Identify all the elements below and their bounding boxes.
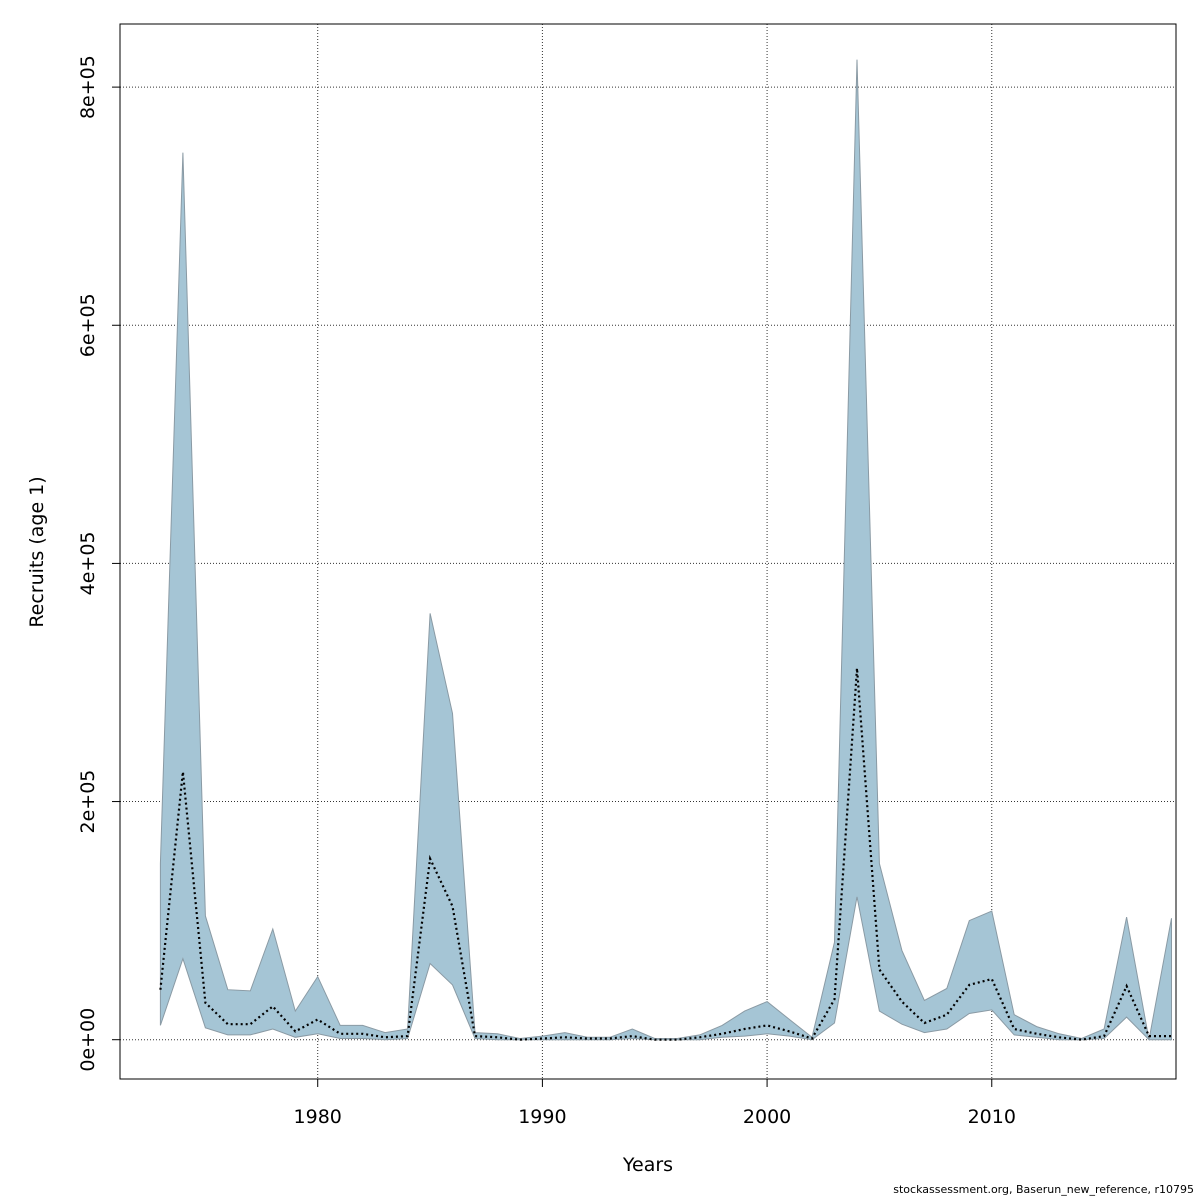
- x-tick-label: 2010: [968, 1106, 1016, 1128]
- grid-lines: [120, 24, 1176, 1079]
- y-tick-label: 8e+05: [77, 55, 99, 119]
- confidence-band-layer: [159, 59, 1172, 1041]
- plot-frame: [119, 23, 1177, 1080]
- y-tick-label: 2e+05: [77, 770, 99, 834]
- footer-credit: stockassessment.org, Baserun_new_referen…: [893, 1183, 1194, 1196]
- axes: 1980 1990 2000 2010 0e+00 2e+05 4e+05 6e+05 8e+0…: [77, 55, 1016, 1128]
- y-axis-title: Recruits (age 1): [26, 476, 48, 627]
- y-tick-label: 4e+05: [77, 531, 99, 595]
- y-tick-label: 0e+00: [77, 1008, 99, 1072]
- x-axis-title: Years: [622, 1154, 673, 1176]
- x-tick-label: 1980: [294, 1106, 342, 1128]
- x-tick-label: 1990: [518, 1106, 566, 1128]
- y-tick-label: 6e+05: [77, 293, 99, 357]
- estimate-line-layer: [159, 668, 1172, 1041]
- estimate-line: [159, 668, 1172, 1041]
- confidence-band: [159, 59, 1172, 1041]
- x-tick-label: 2000: [743, 1106, 791, 1128]
